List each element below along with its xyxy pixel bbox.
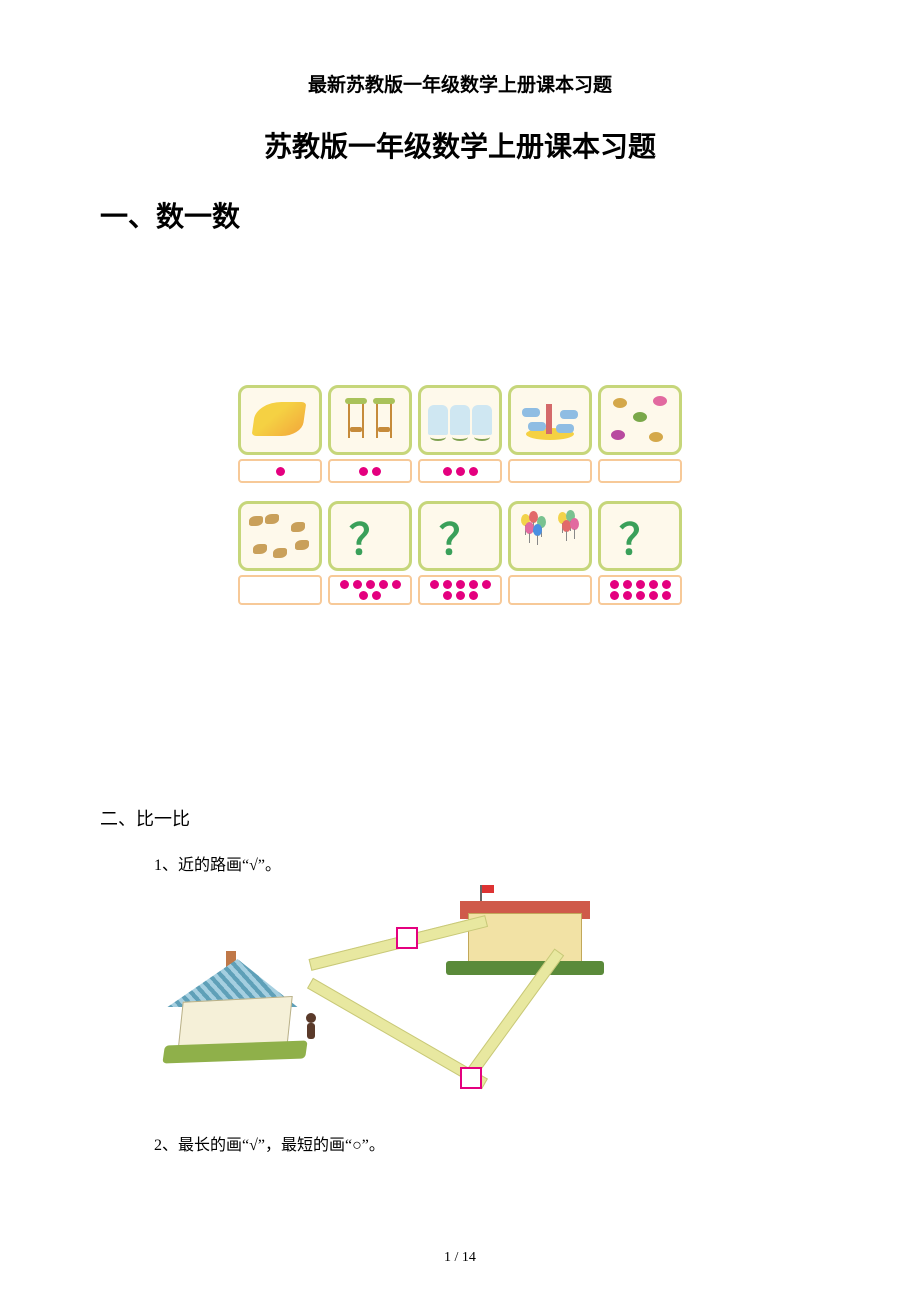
section-1-heading: 一、数一数: [100, 195, 820, 235]
card-balloons: [508, 501, 592, 571]
question-icon: ？: [349, 506, 391, 567]
dots-10[interactable]: [598, 575, 682, 605]
card-slide: [238, 385, 322, 455]
counting-row-1-cards: [210, 385, 710, 455]
card-question-8: ？: [418, 501, 502, 571]
page-header: 最新苏教版一年级数学上册课本习题: [100, 70, 820, 97]
dots-8[interactable]: [418, 575, 502, 605]
counting-grid: ？ ？ ？: [210, 385, 710, 605]
card-carousel: [508, 385, 592, 455]
dots-2[interactable]: [328, 459, 412, 483]
birds-icon: [245, 508, 315, 564]
dots-empty-3[interactable]: [238, 575, 322, 605]
question-2-text: 2、最长的画“√”，最短的画“○”。: [154, 1131, 820, 1155]
horses-icon: [428, 405, 492, 435]
page: 最新苏教版一年级数学上册课本习题 苏教版一年级数学上册课本习题 一、数一数: [0, 0, 920, 1302]
school-icon: [450, 895, 600, 975]
person-icon: [304, 1013, 318, 1039]
card-swings: [328, 385, 412, 455]
carousel-icon: [520, 398, 580, 442]
card-horses: [418, 385, 502, 455]
page-title: 苏教版一年级数学上册课本习题: [100, 125, 820, 165]
dots-empty-1[interactable]: [508, 459, 592, 483]
dots-empty-2[interactable]: [598, 459, 682, 483]
swings-icon: [345, 398, 395, 442]
butterflies-icon: [605, 392, 675, 448]
card-question-7: ？: [328, 501, 412, 571]
counting-row-2-cards: ？ ？ ？: [210, 501, 710, 571]
question-1-text: 1、近的路画“√”。: [154, 851, 820, 875]
counting-row-1-dots: [210, 459, 710, 483]
card-birds: [238, 501, 322, 571]
checkbox-top-path[interactable]: [396, 927, 418, 949]
question-icon: ？: [439, 506, 481, 567]
page-footer: 1 / 14: [0, 1250, 920, 1266]
dots-3[interactable]: [418, 459, 502, 483]
balloons-icon: [515, 508, 585, 564]
dots-1[interactable]: [238, 459, 322, 483]
dots-empty-4[interactable]: [508, 575, 592, 605]
counting-row-2-dots: [210, 575, 710, 605]
question-icon: ？: [619, 506, 661, 567]
card-question-10: ？: [598, 501, 682, 571]
slide-icon: [250, 400, 310, 440]
dots-7[interactable]: [328, 575, 412, 605]
house-icon: [170, 951, 300, 1051]
path-diagram: [170, 891, 630, 1091]
section-2-heading: 二、比一比: [100, 805, 820, 831]
checkbox-bottom-path[interactable]: [460, 1067, 482, 1089]
card-butterflies: [598, 385, 682, 455]
